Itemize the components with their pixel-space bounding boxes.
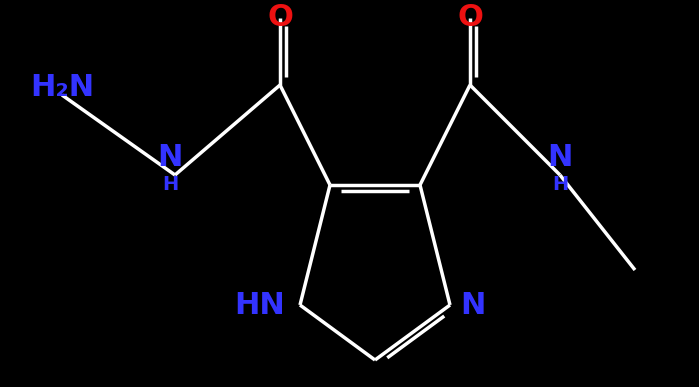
Text: N: N [547, 144, 572, 173]
Text: H: H [552, 175, 568, 194]
Text: H: H [162, 175, 178, 194]
Text: O: O [457, 3, 483, 33]
Text: H₂N: H₂N [30, 74, 94, 103]
Text: N: N [460, 291, 485, 320]
Text: N: N [157, 144, 182, 173]
Text: O: O [267, 3, 293, 33]
Text: HN: HN [234, 291, 285, 320]
